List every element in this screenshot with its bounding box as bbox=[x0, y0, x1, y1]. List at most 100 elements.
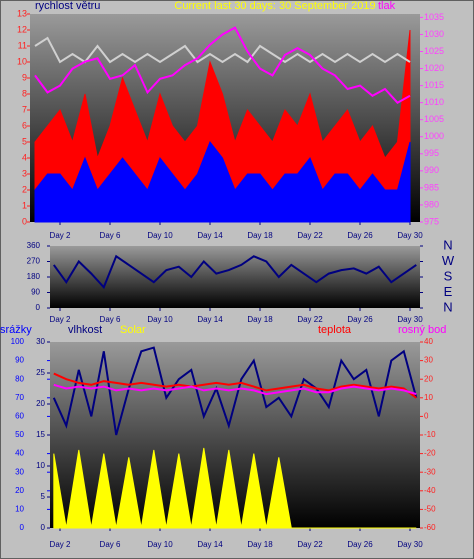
y-tick-label: 7 bbox=[22, 104, 27, 114]
y-tick-label: 2 bbox=[22, 184, 27, 194]
x-tick-label: Day 26 bbox=[347, 231, 373, 240]
y-tick-label: 90 bbox=[15, 356, 24, 365]
y3-tick-label: 30 bbox=[36, 337, 45, 346]
y-tick-label: 0 bbox=[36, 303, 41, 312]
y2-tick-label: 990 bbox=[424, 165, 439, 175]
y2-tick-label: -50 bbox=[424, 505, 436, 514]
y3-tick-label: 10 bbox=[36, 461, 45, 470]
y3-tick-label: 25 bbox=[36, 368, 45, 377]
y2-tick-label: 10 bbox=[424, 393, 433, 402]
y-tick-label: 9 bbox=[22, 72, 27, 82]
chart-title: Current last 30 days: 30 September 2019 bbox=[174, 0, 375, 12]
y2-tick-label: E bbox=[444, 284, 453, 299]
x-tick-label: Day 14 bbox=[197, 231, 223, 240]
y-tick-label: 10 bbox=[15, 505, 24, 514]
legend-label: teplota bbox=[318, 324, 352, 336]
y2-tick-label: -10 bbox=[424, 430, 436, 439]
y-tick-label: 30 bbox=[15, 467, 24, 476]
x-tick-label: Day 26 bbox=[347, 315, 373, 324]
legend-label: Solar bbox=[120, 324, 146, 336]
y2-tick-label: 1025 bbox=[424, 46, 444, 56]
y2-tick-label: 1010 bbox=[424, 97, 444, 107]
series-line bbox=[34, 26, 411, 104]
y2-tick-label: 1020 bbox=[424, 63, 444, 73]
y2-tick-label: S bbox=[444, 268, 453, 283]
x-tick-label: Day 26 bbox=[347, 540, 373, 549]
x-tick-label: Day 22 bbox=[297, 315, 323, 324]
y2-tick-label: 980 bbox=[424, 199, 439, 209]
y-tick-label: 13 bbox=[17, 8, 27, 18]
x-tick-label: Day 30 bbox=[397, 231, 423, 240]
y2-tick-label: W bbox=[442, 253, 455, 268]
y-tick-label: 100 bbox=[11, 337, 25, 346]
y3-tick-label: 15 bbox=[36, 430, 45, 439]
x-tick-label: Day 30 bbox=[397, 315, 423, 324]
y-tick-label: 70 bbox=[15, 393, 24, 402]
y2-tick-label: 40 bbox=[424, 337, 433, 346]
y2-tick-label: 1000 bbox=[424, 131, 444, 141]
y-tick-label: 0 bbox=[20, 523, 25, 532]
y2-tick-label: 1015 bbox=[424, 80, 444, 90]
y2-tick-label: N bbox=[443, 237, 452, 252]
y-tick-label: 12 bbox=[17, 24, 27, 34]
x-tick-label: Day 14 bbox=[197, 540, 223, 549]
x-tick-label: Day 10 bbox=[147, 540, 173, 549]
y2-tick-label: 1030 bbox=[424, 29, 444, 39]
x-tick-label: Day 14 bbox=[197, 315, 223, 324]
x-tick-label: Day 18 bbox=[247, 231, 273, 240]
series-line bbox=[52, 254, 417, 290]
y-tick-label: 11 bbox=[18, 40, 27, 50]
y3-tick-label: 20 bbox=[36, 399, 45, 408]
series-line bbox=[53, 372, 417, 399]
y2-tick-label: 1035 bbox=[424, 12, 444, 22]
x-tick-label: Day 30 bbox=[397, 540, 423, 549]
y2-tick-label: 30 bbox=[424, 356, 433, 365]
x-tick-label: Day 22 bbox=[297, 231, 323, 240]
y3-tick-label: 5 bbox=[41, 492, 46, 501]
y2-tick-label: -20 bbox=[424, 449, 436, 458]
y2-tick-label: 985 bbox=[424, 182, 439, 192]
y-label: srážky bbox=[0, 324, 32, 336]
y-tick-label: 3 bbox=[22, 168, 27, 178]
y-tick-label: 90 bbox=[31, 288, 40, 297]
plot-background bbox=[50, 246, 420, 308]
y-tick-label: 0 bbox=[22, 216, 27, 226]
y2-tick-label: -40 bbox=[424, 486, 436, 495]
y-tick-label: 6 bbox=[22, 120, 27, 130]
y-tick-label: 20 bbox=[15, 486, 24, 495]
y2-tick-label: -30 bbox=[424, 467, 436, 476]
y2-tick-label: -60 bbox=[424, 523, 436, 532]
y-tick-label: 50 bbox=[15, 430, 24, 439]
y-tick-label: 40 bbox=[15, 449, 24, 458]
y-label: rychlost větru bbox=[35, 0, 100, 12]
legend-label: vlhkost bbox=[68, 324, 102, 336]
x-tick-label: Day 22 bbox=[297, 540, 323, 549]
x-tick-label: Day 2 bbox=[50, 315, 71, 324]
y-tick-label: 180 bbox=[27, 272, 41, 281]
y2-label: tlak bbox=[378, 0, 396, 12]
x-tick-label: Day 6 bbox=[100, 231, 121, 240]
y-tick-label: 1 bbox=[22, 200, 27, 210]
y-tick-label: 5 bbox=[22, 136, 27, 146]
y-tick-label: 8 bbox=[22, 88, 27, 98]
x-tick-label: Day 10 bbox=[147, 315, 173, 324]
series-line bbox=[52, 346, 418, 436]
x-tick-label: Day 18 bbox=[247, 315, 273, 324]
y-tick-label: 270 bbox=[27, 257, 41, 266]
series-line bbox=[53, 383, 417, 396]
series-area bbox=[34, 141, 411, 223]
y2-tick-label: N bbox=[443, 299, 452, 314]
series-area bbox=[53, 447, 417, 529]
y2-tick-label: 995 bbox=[424, 148, 439, 158]
y-tick-label: 80 bbox=[15, 374, 24, 383]
series-line bbox=[34, 36, 411, 64]
x-tick-label: Day 2 bbox=[50, 540, 71, 549]
y-tick-label: 10 bbox=[17, 56, 27, 66]
x-tick-label: Day 6 bbox=[100, 540, 121, 549]
y2-tick-label: 1005 bbox=[424, 114, 444, 124]
y2-tick-label: 975 bbox=[424, 216, 439, 226]
y2-tick-label: 20 bbox=[424, 374, 433, 383]
y-tick-label: 360 bbox=[27, 241, 41, 250]
x-tick-label: Day 2 bbox=[50, 231, 71, 240]
y-tick-label: 60 bbox=[15, 412, 24, 421]
